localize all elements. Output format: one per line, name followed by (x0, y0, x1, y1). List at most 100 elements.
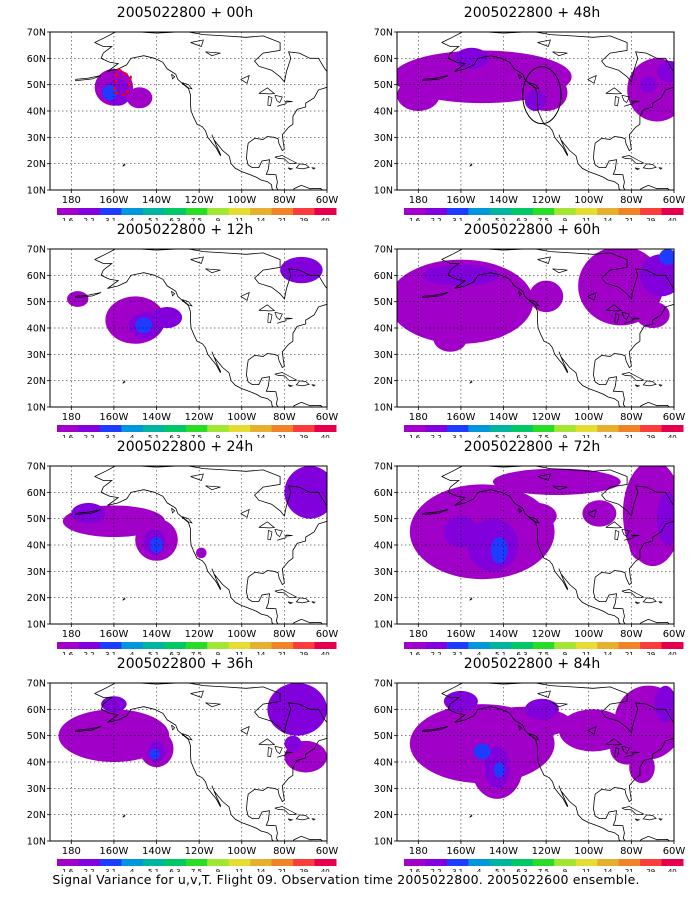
longitude-label: 160W (446, 412, 475, 423)
colorbar-label: 1.6 (409, 651, 421, 655)
colorbar-label: 29 (299, 434, 308, 438)
colorbar-label: 21 (625, 651, 634, 655)
variance-map: 70N 60N 50N 40N 30N 20N 10N 180 160W 140W 120W 100W… (374, 462, 686, 656)
colorbar-swatch (468, 859, 491, 866)
coastline (518, 73, 523, 80)
coastline (276, 754, 287, 758)
latitude-label: 10N (374, 186, 393, 197)
latitude-label: 70N (27, 245, 46, 256)
colorbar-label: 9 (216, 434, 220, 438)
coastline (621, 155, 645, 165)
colorbar-label: 4 (130, 868, 135, 872)
colorbar-label: 7.5 (538, 434, 549, 438)
coastline (614, 529, 620, 541)
latitude-label: 10N (374, 837, 393, 848)
coastline (94, 249, 327, 407)
colorbar-swatch (468, 425, 491, 432)
colorbar-label: 7.5 (191, 868, 202, 872)
colorbar-label: 7.5 (538, 868, 549, 872)
coastline (75, 292, 102, 299)
coastline (634, 167, 641, 171)
colorbar-swatch (640, 208, 663, 215)
colorbar-swatch (597, 425, 620, 432)
colorbar-swatch (293, 425, 316, 432)
colorbar-label: 3.1 (452, 434, 463, 438)
coastline (181, 299, 193, 307)
colorbar-label: 1.6 (62, 217, 74, 221)
coastline (75, 726, 102, 733)
colorbar-swatch (142, 642, 165, 649)
coastline (284, 100, 293, 103)
colorbar-swatch (468, 208, 491, 215)
colorbar-label: 2.2 (84, 651, 95, 655)
latitude-label: 30N (374, 133, 393, 144)
colorbar-swatch (142, 859, 165, 866)
longitude-label: 180 (62, 629, 81, 640)
colorbar-swatch (489, 642, 512, 649)
coastline (537, 39, 551, 47)
coastline (621, 372, 645, 382)
colorbar-swatch (314, 642, 337, 649)
longitude-label: 140W (142, 195, 171, 206)
longitude-label: 100W (574, 412, 603, 423)
latitude-label: 30N (374, 567, 393, 578)
longitude-label: 160W (99, 195, 128, 206)
coastline (658, 384, 663, 387)
coastline (634, 818, 641, 822)
variance-contour (473, 743, 491, 760)
colorbar-label: 29 (299, 651, 308, 655)
coastline (75, 509, 102, 516)
colorbar-swatch (446, 859, 469, 866)
coastline (267, 746, 273, 758)
forecast-panel-7: 2005022800 + 84h 70N 60N 50N 40N 30N 20N 10N 180… (362, 656, 692, 872)
coastline (441, 476, 621, 624)
colorbar-label: 9 (563, 651, 567, 655)
longitude-label: 100W (227, 195, 256, 206)
longitude-label: 80W (273, 846, 296, 857)
colorbar-label: 6.3 (169, 434, 180, 438)
coastline (552, 268, 568, 274)
colorbar-label: 9 (216, 217, 220, 221)
colorbar-swatch (185, 208, 208, 215)
colorbar-swatch (532, 859, 555, 866)
colorbar-swatch (575, 642, 598, 649)
colorbar-label: 40 (668, 434, 677, 438)
coastline (94, 466, 327, 624)
colorbar-label: 14 (256, 868, 265, 872)
colorbar-swatch (57, 642, 79, 649)
colorbar-swatch (618, 859, 641, 866)
latitude-label: 50N (27, 731, 46, 742)
longitude-label: 160W (99, 412, 128, 423)
coastline (274, 589, 298, 599)
coastline (274, 745, 283, 755)
colorbar-swatch (314, 859, 337, 866)
forecast-panel-4: 2005022800 + 24h 70N 60N 50N 40N 30N 20N 10N 180… (15, 439, 355, 655)
colorbar-label: 1.6 (409, 868, 421, 872)
coastline (441, 259, 621, 407)
coastline (642, 597, 657, 604)
coastline (94, 476, 274, 624)
variance-contour (627, 58, 674, 122)
colorbar-label: 1.6 (62, 868, 74, 872)
colorbar-label: 7.5 (191, 651, 202, 655)
latitude-label: 70N (374, 28, 393, 39)
colorbar-swatch (661, 642, 684, 649)
latitude-label: 20N (374, 159, 393, 170)
coastline (240, 291, 250, 301)
longitude-label: 120W (185, 412, 214, 423)
colorbar-label: 29 (646, 217, 655, 221)
variance-contour (149, 748, 160, 760)
coastline (441, 693, 621, 841)
latitude-label: 40N (27, 107, 46, 118)
latitude-label: 40N (374, 324, 393, 335)
longitude-label: 140W (489, 629, 518, 640)
colorbar-swatch (99, 642, 122, 649)
longitude-label: 80W (620, 412, 643, 423)
variance-contour (659, 249, 674, 265)
longitude-label: 60W (316, 412, 339, 423)
variance-map: 70N 60N 50N 40N 30N 20N 10N 180 160W 140W 120W 100W… (374, 679, 686, 873)
coastline (276, 320, 287, 324)
latitude-label: 20N (374, 593, 393, 604)
variance-contour (284, 466, 327, 519)
colorbar-swatch (207, 208, 230, 215)
